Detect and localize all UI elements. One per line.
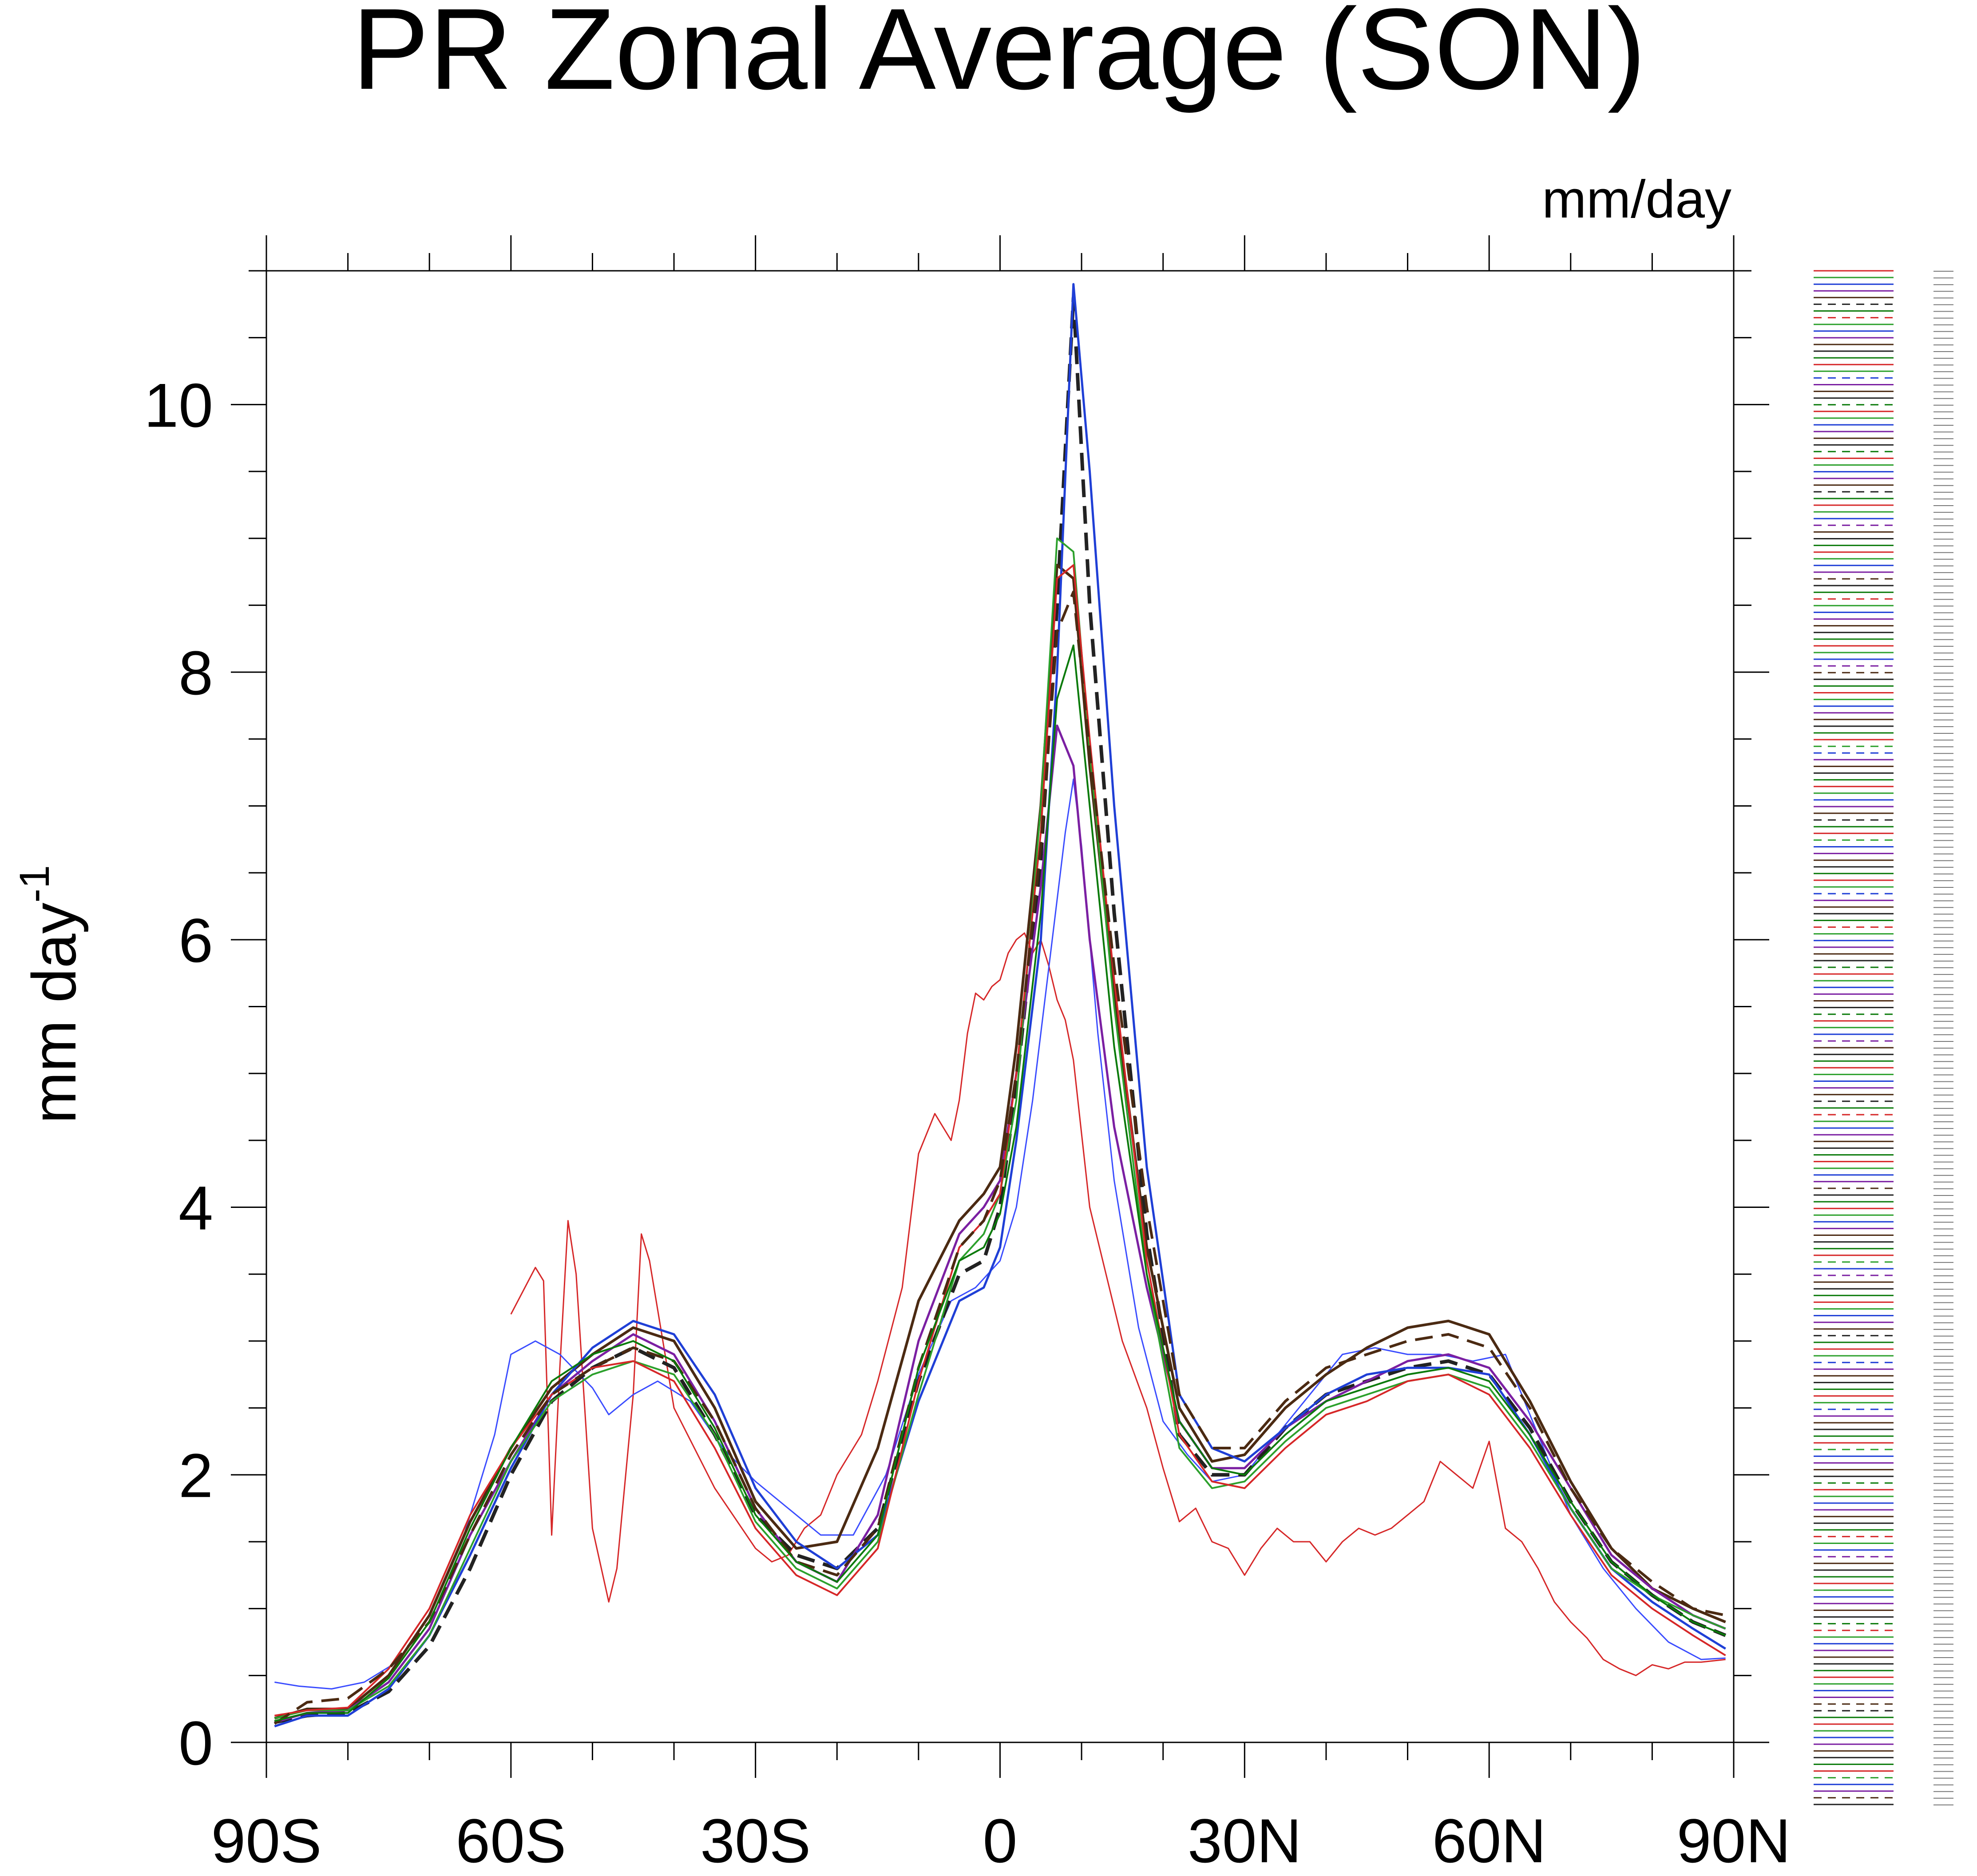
plot-frame-rect <box>265 270 1735 1743</box>
series-line-10 <box>274 644 1726 1722</box>
x-tick-label: 0 <box>983 1806 1018 1876</box>
y-tick-label: 10 <box>144 370 213 440</box>
y-axis-label: mm day-1 <box>11 865 89 1124</box>
series-lines <box>273 283 1727 1728</box>
y-tick-label: 2 <box>178 1441 213 1510</box>
series-line-4 <box>274 564 1726 1720</box>
y-tick-label: 6 <box>178 906 213 975</box>
series-line-2 <box>274 778 1726 1690</box>
y-tick-label: 0 <box>178 1708 213 1778</box>
series-line-1 <box>510 932 1726 1676</box>
y-tick-label: 4 <box>178 1173 213 1243</box>
series-line-7 <box>274 537 1726 1719</box>
chart-title: PR Zonal Average (SON) <box>352 0 1646 114</box>
x-tick-label: 60S <box>456 1806 566 1876</box>
series-line-6 <box>274 283 1726 1728</box>
series-line-8 <box>274 564 1726 1717</box>
legend <box>1814 270 1953 1805</box>
y-axis-label-text: mm day <box>19 902 89 1124</box>
series-line-9 <box>273 590 1726 1725</box>
y-axis-label-superscript: -1 <box>11 865 58 902</box>
series-line-5 <box>274 724 1726 1724</box>
x-tick-label: 90N <box>1677 1806 1791 1876</box>
y-tick-label: 8 <box>178 638 213 708</box>
units-label: mm/day <box>1542 170 1731 229</box>
x-tick-label: 90S <box>211 1806 321 1876</box>
series-line-3 <box>274 296 1727 1724</box>
plot-frame <box>265 270 1735 1743</box>
x-tick-label: 30N <box>1188 1806 1302 1876</box>
x-tick-label: 30S <box>700 1806 811 1876</box>
axes-ticks: 90S 60S 30S 0 30N 60N 90N 0 2 4 6 8 10 <box>144 235 1791 1876</box>
x-tick-label: 60N <box>1432 1806 1546 1876</box>
